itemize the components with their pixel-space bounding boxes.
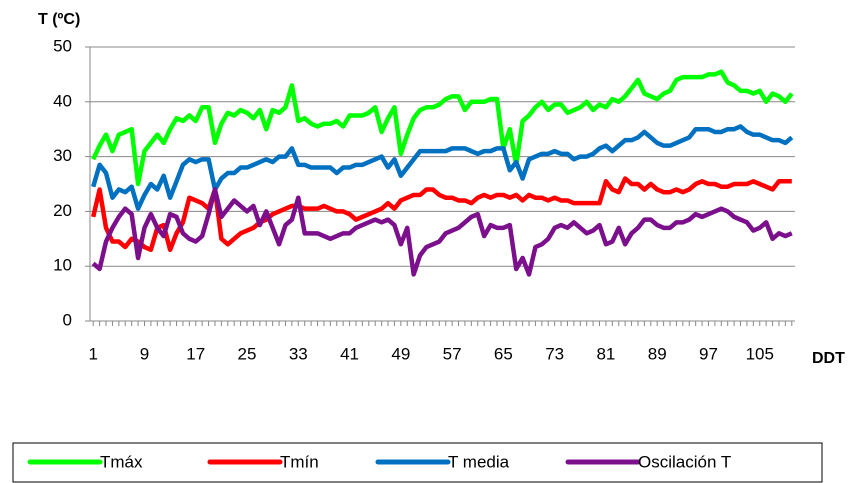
x-tick-label: 17 [186, 344, 205, 363]
x-tick-label: 97 [699, 344, 718, 363]
x-tick-label: 57 [443, 344, 462, 363]
x-tick-label: 33 [289, 344, 308, 363]
x-tick-label: 105 [746, 344, 774, 363]
x-tick-label: 65 [494, 344, 513, 363]
x-tick-label: 81 [596, 344, 615, 363]
legend-label: Oscilación T [638, 452, 731, 471]
legend-label: Tmáx [100, 452, 143, 471]
y-tick-label: 0 [63, 310, 72, 329]
x-tick-label: 1 [88, 344, 97, 363]
x-axis-label: DDT [812, 350, 845, 367]
y-tick-label: 50 [53, 36, 72, 55]
x-tick-label: 25 [238, 344, 257, 363]
legend-label: Tmín [280, 452, 319, 471]
series-line [91, 69, 794, 187]
x-tick-label: 89 [648, 344, 667, 363]
y-tick-label: 10 [53, 256, 72, 275]
y-axis-label: T (ºC) [38, 11, 80, 28]
y-tick-label: 30 [53, 146, 72, 165]
y-tick-label: 40 [53, 91, 72, 110]
x-tick-label: 73 [545, 344, 564, 363]
series-line [91, 187, 793, 277]
x-tick-label: 49 [391, 344, 410, 363]
x-tick-label: 9 [140, 344, 149, 363]
series-line [91, 124, 794, 211]
x-tick-label: 41 [340, 344, 359, 363]
legend-label: T media [448, 452, 510, 471]
y-tick-label: 20 [53, 201, 72, 220]
